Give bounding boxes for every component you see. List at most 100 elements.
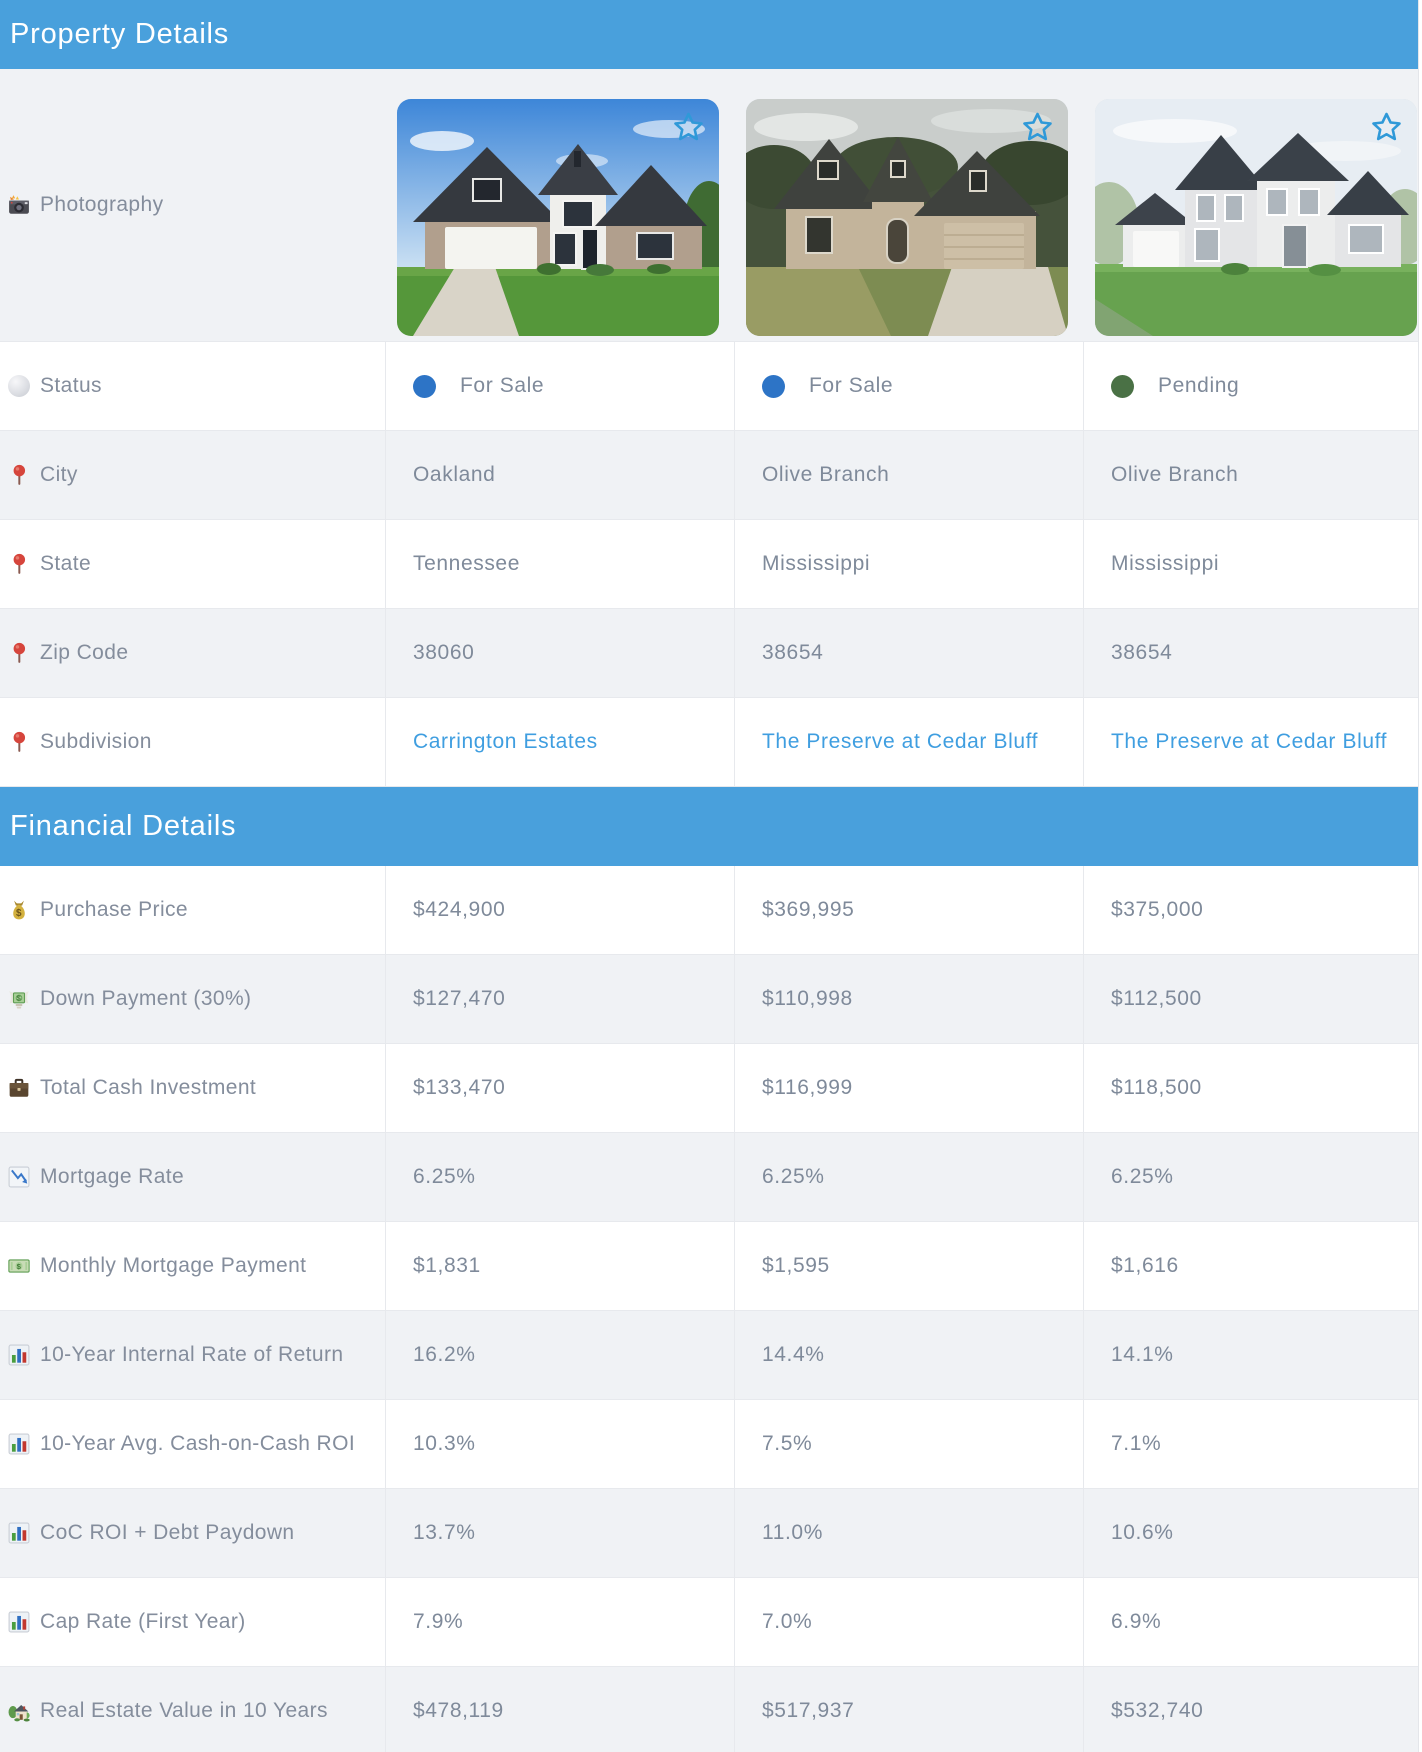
value-10yr-value: $517,937 (762, 1699, 855, 1722)
coc-10yr-value: 7.5% (762, 1432, 813, 1455)
row-label-state: State (0, 520, 385, 608)
monthly-payment-cell-3: $1,616 (1083, 1222, 1418, 1310)
coc-debt-cell-3: 10.6% (1083, 1489, 1418, 1577)
purchase-price-row: Purchase Price $424,900 $369,995 $375,00… (0, 866, 1418, 955)
favorite-star-icon[interactable] (670, 108, 707, 145)
bar-chart-icon (8, 1611, 30, 1633)
irr-10yr-cell-2: 14.4% (734, 1311, 1083, 1399)
status-value: Pending (1158, 374, 1240, 397)
row-label-text: 10-Year Avg. Cash-on-Cash ROI (40, 1432, 356, 1455)
row-label-text: Total Cash Investment (40, 1076, 257, 1099)
mortgage-rate-value: 6.25% (762, 1165, 825, 1188)
favorite-star-icon[interactable] (1368, 108, 1405, 145)
down-payment-value: $112,500 (1111, 987, 1202, 1010)
down-payment-value: $127,470 (413, 987, 506, 1010)
status-value: For Sale (460, 374, 545, 397)
zip-cell-1: 38060 (385, 609, 734, 697)
row-label-text: Zip Code (40, 641, 129, 664)
zip-value: 38060 (413, 641, 475, 664)
row-label-mortgage-rate: Mortgage Rate (0, 1133, 385, 1221)
cap-rate-value: 6.9% (1111, 1610, 1162, 1633)
mortgage-rate-cell-2: 6.25% (734, 1133, 1083, 1221)
subdivision-row: Subdivision Carrington Estates The Prese… (0, 698, 1418, 787)
row-label-down-payment: Down Payment (30%) (0, 955, 385, 1043)
bar-chart-icon (8, 1344, 30, 1366)
cap-rate-row: Cap Rate (First Year) 7.9% 7.0% 6.9% (0, 1578, 1418, 1667)
monthly-payment-cell-1: $1,831 (385, 1222, 734, 1310)
coc-debt-cell-2: 11.0% (734, 1489, 1083, 1577)
city-row: City Oakland Olive Branch Olive Branch (0, 431, 1418, 520)
row-label-monthly-payment: Monthly Mortgage Payment (0, 1222, 385, 1310)
subdivision-cell-2: The Preserve at Cedar Bluff (734, 698, 1083, 786)
state-row: State Tennessee Mississippi Mississippi (0, 520, 1418, 609)
purchase-price-cell-2: $369,995 (734, 866, 1083, 954)
value-10yr-cell-2: $517,937 (734, 1667, 1083, 1752)
state-cell-1: Tennessee (385, 520, 734, 608)
value-10yr-value: $532,740 (1111, 1699, 1204, 1722)
total-cash-cell-2: $116,999 (734, 1044, 1083, 1132)
property-photo-1[interactable] (397, 98, 719, 336)
city-cell-1: Oakland (385, 431, 734, 519)
status-value: For Sale (809, 374, 894, 397)
pushpin-icon (13, 731, 26, 752)
cap-rate-cell-1: 7.9% (385, 1578, 734, 1666)
bar-chart-icon (8, 1433, 30, 1455)
subdivision-link[interactable]: The Preserve at Cedar Bluff (762, 730, 1039, 753)
irr-10yr-value: 14.1% (1111, 1343, 1174, 1366)
pushpin-icon (13, 553, 26, 574)
row-label-value-10yr: Real Estate Value in 10 Years (0, 1667, 385, 1752)
mortgage-rate-row: Mortgage Rate 6.25% 6.25% 6.25% (0, 1133, 1418, 1222)
row-label-text: Subdivision (40, 730, 152, 753)
banknote-icon (8, 1259, 30, 1273)
financial-details-title: Financial Details (10, 810, 237, 842)
purchase-price-value: $375,000 (1111, 898, 1204, 921)
status-row: Status For Sale For Sale Pending (0, 342, 1418, 431)
zip-cell-3: 38654 (1083, 609, 1418, 697)
coc-10yr-row: 10-Year Avg. Cash-on-Cash ROI 10.3% 7.5%… (0, 1400, 1418, 1489)
row-label-zip: Zip Code (0, 609, 385, 697)
property-photo-3[interactable] (1095, 98, 1417, 336)
down-payment-cell-3: $112,500 (1083, 955, 1418, 1043)
camera-flash-icon (9, 195, 29, 214)
state-cell-2: Mississippi (734, 520, 1083, 608)
zip-value: 38654 (762, 641, 824, 664)
row-label-text: Purchase Price (40, 898, 188, 921)
brick-and-white-house-illustration (397, 98, 719, 336)
state-value: Mississippi (762, 552, 871, 575)
property-details-header: Property Details (0, 0, 1418, 69)
subdivision-cell-1: Carrington Estates (385, 698, 734, 786)
row-label-irr-10yr: 10-Year Internal Rate of Return (0, 1311, 385, 1399)
value-10yr-cell-3: $532,740 (1083, 1667, 1418, 1752)
status-cell-3: Pending (1083, 342, 1418, 430)
row-label-text: Down Payment (30%) (40, 987, 252, 1010)
property-photo-2[interactable] (746, 98, 1068, 336)
financial-details-header: Financial Details (0, 787, 1418, 866)
row-label-text: CoC ROI + Debt Paydown (40, 1521, 295, 1544)
row-label-text: Status (40, 374, 102, 397)
subdivision-link[interactable]: The Preserve at Cedar Bluff (1111, 730, 1388, 753)
row-label-text: 10-Year Internal Rate of Return (40, 1343, 344, 1366)
stone-house-illustration (746, 98, 1068, 336)
cap-rate-cell-3: 6.9% (1083, 1578, 1418, 1666)
row-label-text: Monthly Mortgage Payment (40, 1254, 307, 1277)
money-bag-icon (13, 900, 25, 920)
favorite-star-icon[interactable] (1019, 108, 1056, 145)
city-cell-2: Olive Branch (734, 431, 1083, 519)
subdivision-cell-3: The Preserve at Cedar Bluff (1083, 698, 1418, 786)
pushpin-icon (13, 642, 26, 663)
purchase-price-value: $424,900 (413, 898, 506, 921)
subdivision-link[interactable]: Carrington Estates (413, 730, 598, 753)
down-payment-value: $110,998 (762, 987, 853, 1010)
total-cash-value: $118,500 (1111, 1076, 1202, 1099)
coc-10yr-cell-3: 7.1% (1083, 1400, 1418, 1488)
row-label-city: City (0, 431, 385, 519)
status-dot (1111, 374, 1134, 398)
house-garden-icon (8, 1704, 30, 1722)
row-label-text: Real Estate Value in 10 Years (40, 1699, 328, 1722)
status-cell-1: For Sale (385, 342, 734, 430)
irr-10yr-row: 10-Year Internal Rate of Return 16.2% 14… (0, 1311, 1418, 1400)
irr-10yr-cell-1: 16.2% (385, 1311, 734, 1399)
coc-10yr-value: 7.1% (1111, 1432, 1162, 1455)
coc-10yr-cell-2: 7.5% (734, 1400, 1083, 1488)
